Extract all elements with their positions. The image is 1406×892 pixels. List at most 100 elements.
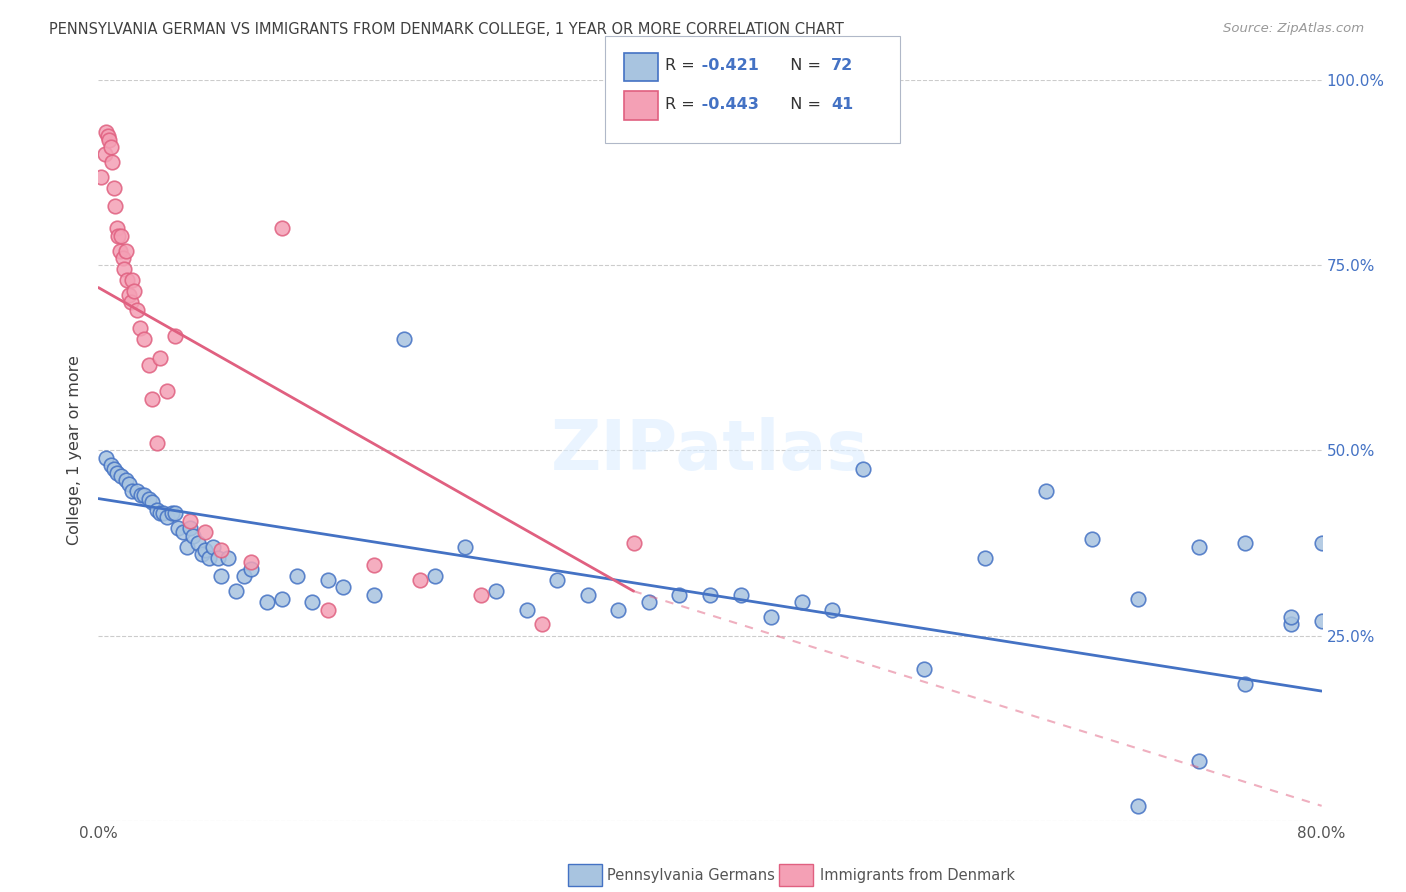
Point — [668, 588, 690, 602]
Text: 72: 72 — [831, 58, 853, 72]
Point — [363, 588, 385, 602]
Point — [111, 251, 134, 265]
Text: Immigrants from Denmark: Immigrants from Denmark — [820, 869, 1015, 883]
Point — [363, 558, 385, 573]
Point — [699, 588, 721, 602]
Text: Pennsylvania Germans: Pennsylvania Germans — [607, 869, 775, 883]
Point — [163, 507, 186, 521]
Point — [125, 484, 148, 499]
Text: -0.421: -0.421 — [696, 58, 759, 72]
Point — [232, 569, 254, 583]
Point — [152, 507, 174, 521]
Point — [100, 458, 122, 473]
Point — [98, 132, 121, 146]
Point — [637, 595, 661, 609]
Point — [138, 359, 160, 373]
Point — [516, 602, 538, 616]
Point — [138, 491, 160, 506]
Point — [974, 550, 997, 565]
Point — [90, 169, 112, 184]
Point — [156, 510, 179, 524]
Point — [821, 602, 844, 616]
Point — [93, 147, 115, 161]
Point — [1234, 536, 1257, 550]
Point — [134, 333, 156, 347]
Point — [118, 288, 141, 302]
Point — [141, 495, 163, 509]
Point — [207, 550, 229, 565]
Point — [172, 524, 194, 539]
Point — [110, 228, 132, 243]
Point — [179, 521, 201, 535]
Point — [122, 285, 145, 299]
Point — [316, 602, 339, 616]
Point — [145, 436, 167, 450]
Point — [120, 295, 142, 310]
Point — [94, 450, 117, 465]
Point — [240, 554, 263, 569]
Point — [121, 273, 143, 287]
Point — [103, 180, 125, 194]
Point — [1234, 676, 1257, 690]
Point — [194, 524, 217, 539]
Point — [100, 140, 122, 154]
Point — [1188, 755, 1211, 769]
Point — [546, 573, 568, 587]
Point — [217, 550, 239, 565]
Point — [202, 540, 225, 554]
Point — [191, 547, 214, 561]
Point — [1188, 540, 1211, 554]
Point — [1081, 533, 1104, 547]
Text: Source: ZipAtlas.com: Source: ZipAtlas.com — [1223, 22, 1364, 36]
Point — [128, 321, 150, 335]
Text: ZIPatlas: ZIPatlas — [551, 417, 869, 484]
Point — [730, 588, 752, 602]
Point — [179, 514, 201, 528]
Point — [194, 543, 217, 558]
Point — [332, 581, 354, 595]
Point — [209, 543, 232, 558]
Point — [1310, 614, 1333, 628]
Text: 41: 41 — [831, 97, 853, 112]
Point — [301, 595, 323, 609]
Point — [285, 569, 308, 583]
Text: R =: R = — [665, 97, 700, 112]
Point — [108, 244, 131, 258]
Text: -0.443: -0.443 — [696, 97, 759, 112]
Point — [912, 662, 935, 676]
Point — [759, 610, 782, 624]
Point — [1035, 484, 1057, 499]
Point — [623, 536, 645, 550]
Point — [160, 507, 183, 521]
Point — [129, 488, 152, 502]
Text: R =: R = — [665, 58, 700, 72]
Point — [852, 462, 875, 476]
Point — [790, 595, 813, 609]
Point — [163, 328, 186, 343]
Point — [105, 221, 128, 235]
Point — [176, 540, 198, 554]
Point — [103, 462, 125, 476]
Point — [485, 584, 508, 599]
Text: N =: N = — [780, 58, 827, 72]
Point — [470, 588, 492, 602]
Point — [454, 540, 477, 554]
Point — [134, 488, 156, 502]
Point — [1279, 610, 1302, 624]
Point — [115, 473, 138, 487]
Point — [167, 521, 190, 535]
Point — [121, 484, 143, 499]
Point — [115, 244, 138, 258]
Point — [105, 466, 128, 480]
Point — [181, 528, 204, 542]
Point — [156, 384, 179, 399]
Point — [256, 595, 278, 609]
Point — [316, 573, 339, 587]
Point — [110, 469, 132, 483]
Point — [141, 392, 163, 406]
Point — [1128, 591, 1150, 606]
Point — [607, 602, 630, 616]
Point — [118, 476, 141, 491]
Point — [392, 333, 416, 347]
Text: N =: N = — [780, 97, 827, 112]
